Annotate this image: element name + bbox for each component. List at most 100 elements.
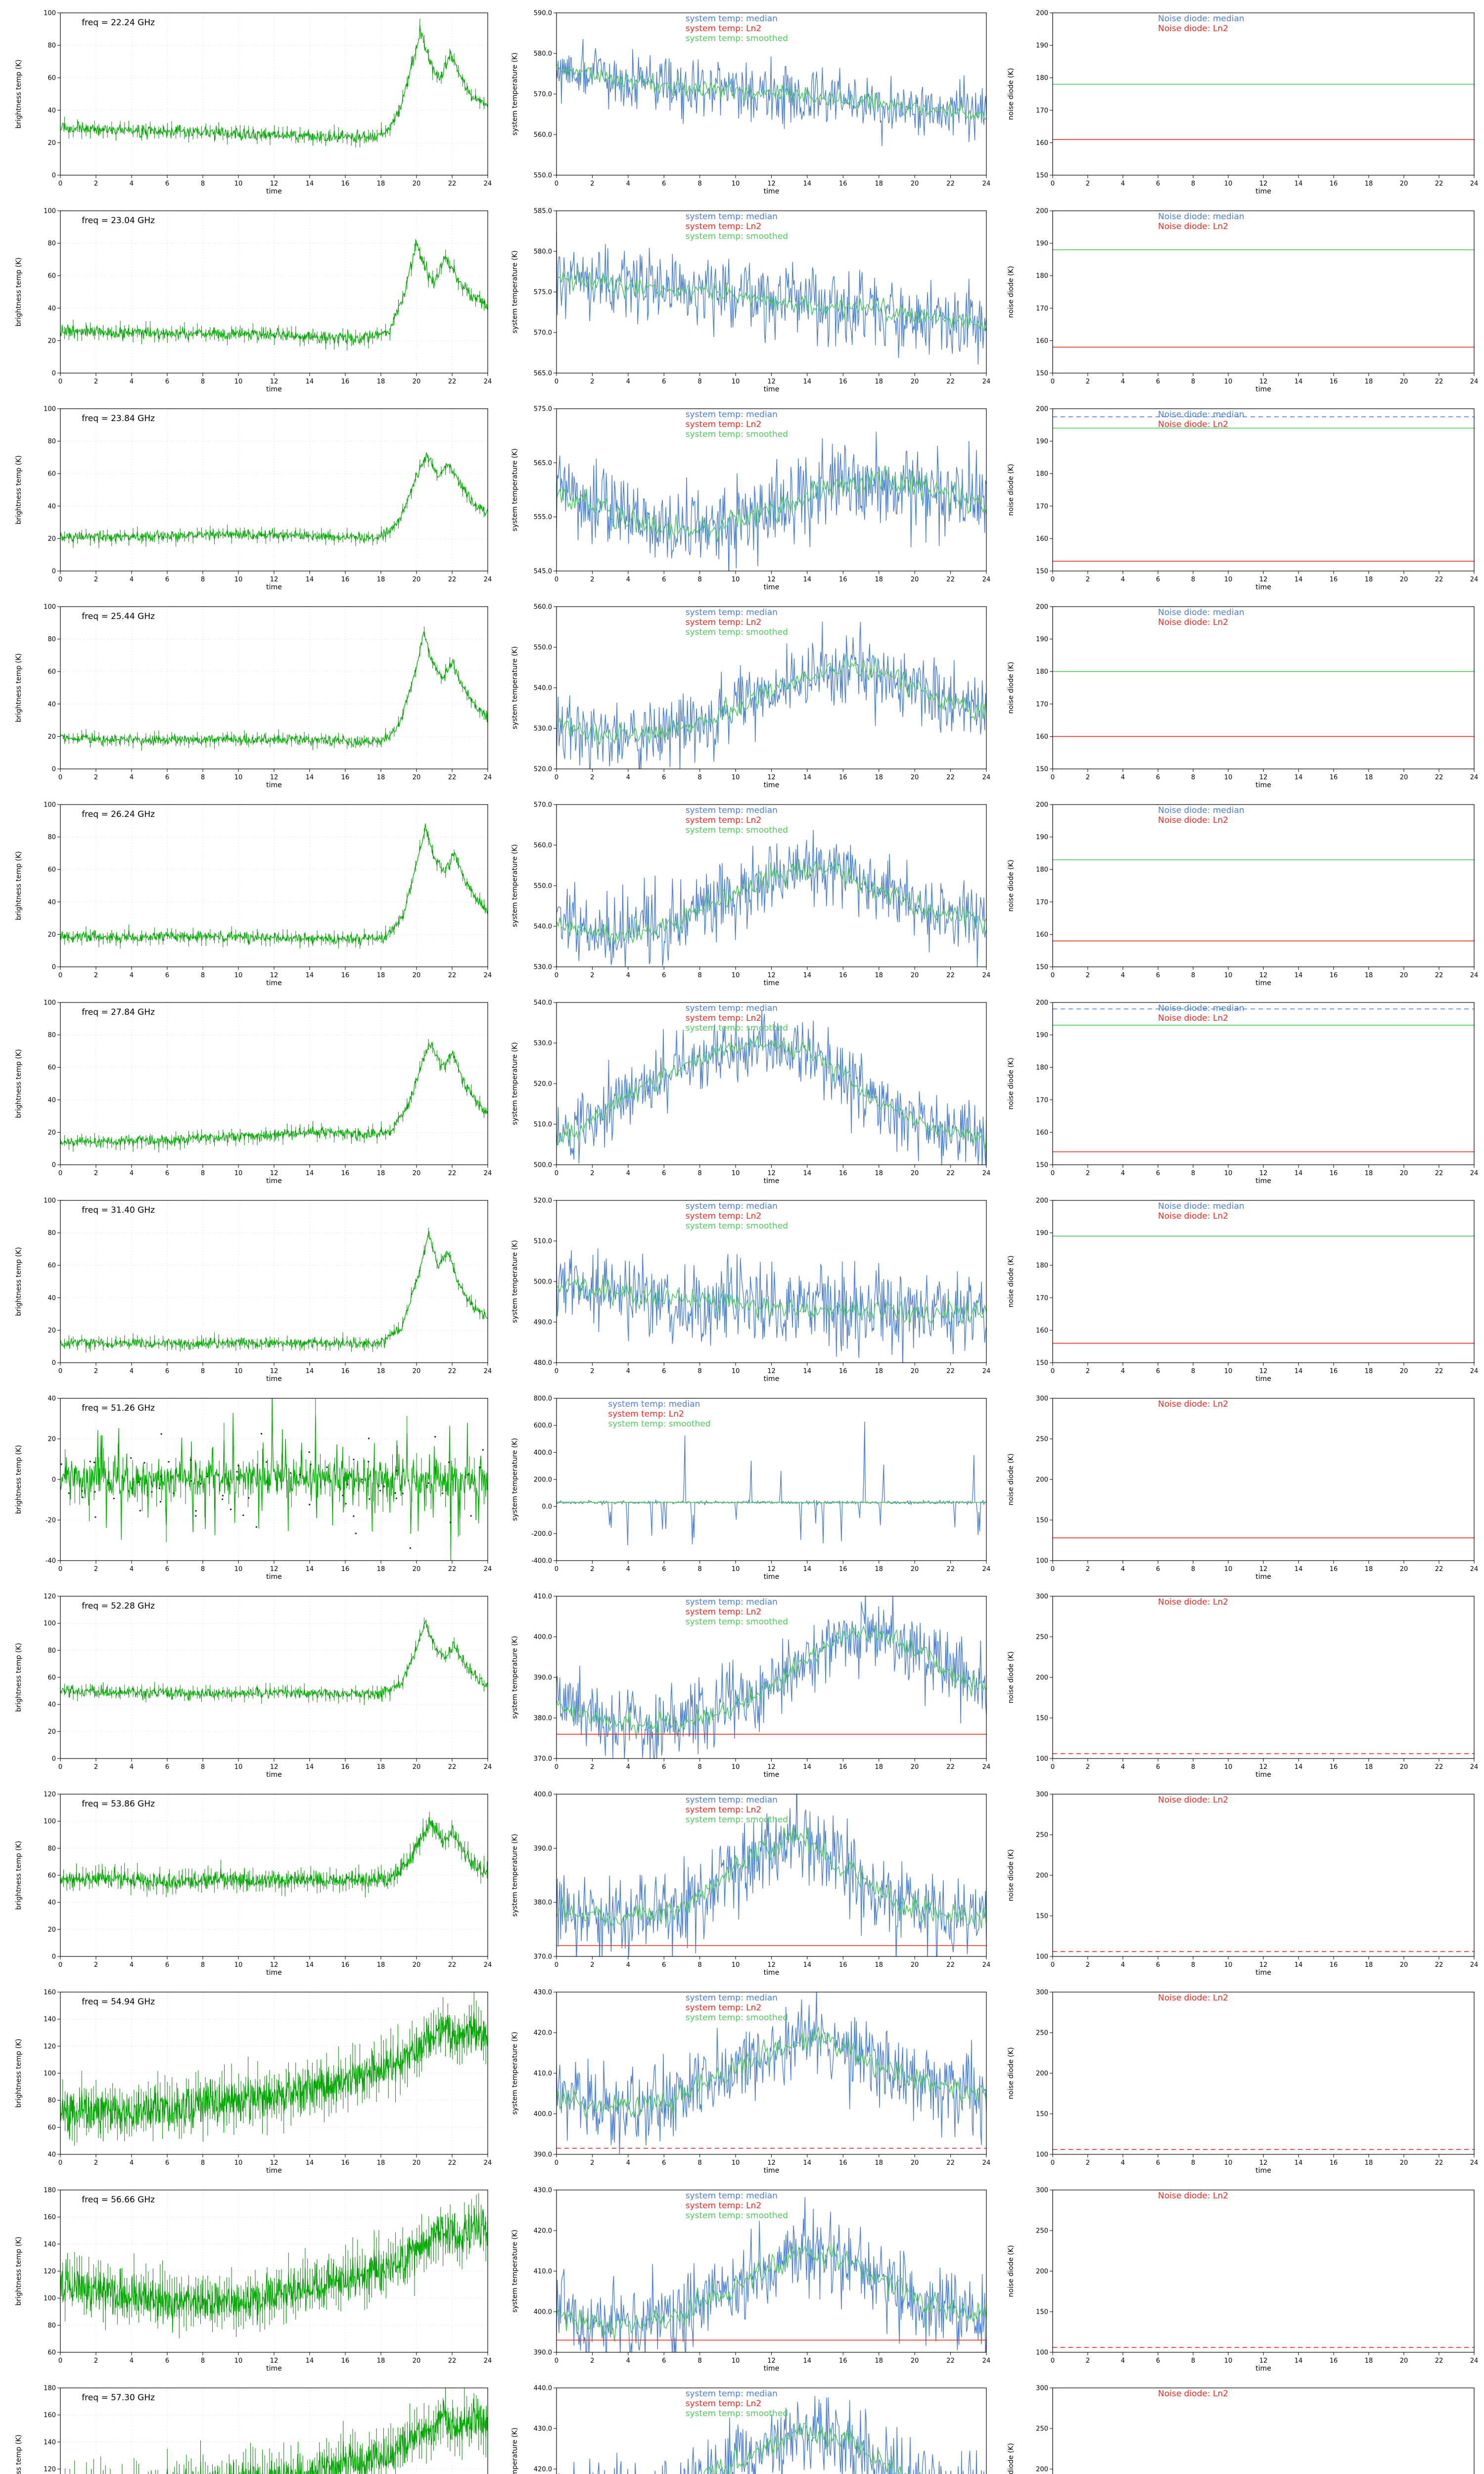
x-tick-label: 18 <box>377 972 385 979</box>
x-tick-label: 8 <box>1191 774 1195 781</box>
x-tick-label: 10 <box>732 1961 740 1969</box>
x-tick-label: 10 <box>234 774 243 781</box>
scatter-dot <box>139 1510 141 1512</box>
x-tick-label: 20 <box>911 1961 919 1969</box>
y-tick-label: 60 <box>47 273 56 280</box>
x-tick-label: 14 <box>803 2357 812 2365</box>
x-axis-label: time <box>266 188 282 195</box>
x-tick-label: 12 <box>1259 378 1268 385</box>
y-tick-label: 140 <box>44 2241 56 2248</box>
x-axis-label: time <box>1255 1969 1271 1977</box>
system-temp-panel: 0 2 4 6 8 10 12 14 16 18 20 22 24565.0570.0575.0580.… <box>495 198 994 396</box>
y-tick-label: 410.0 <box>534 2070 552 2078</box>
y-axis-label: system temperature (K) <box>511 2427 519 2474</box>
series-line <box>556 231 986 365</box>
legend-entry: Noise diode: median <box>1158 806 1245 815</box>
y-tick-label: 150 <box>1036 1715 1048 1722</box>
y-tick-label: 80 <box>47 1032 56 1039</box>
x-tick-label: 2 <box>590 1566 594 1573</box>
x-tick-label: 10 <box>1224 1368 1233 1375</box>
x-tick-label: 12 <box>270 1566 278 1573</box>
series-line <box>556 1422 986 1546</box>
x-tick-label: 16 <box>341 774 350 781</box>
y-tick-label: 200 <box>1036 406 1048 413</box>
freq-label: freq = 51.26 GHz <box>82 1403 155 1413</box>
x-tick-label: 0 <box>58 774 62 781</box>
x-tick-label: 10 <box>1224 2357 1233 2365</box>
x-tick-label: 12 <box>270 1368 278 1375</box>
y-tick-label: 170 <box>1036 1096 1048 1104</box>
x-tick-label: 8 <box>698 1170 702 1177</box>
y-tick-label: 170 <box>1036 107 1048 114</box>
x-tick-label: 20 <box>1400 1170 1408 1177</box>
x-tick-label: 2 <box>1086 1170 1090 1177</box>
y-tick-label: 560.0 <box>534 132 552 139</box>
scatter-dot <box>308 1451 310 1453</box>
y-axis-label: system temperature (K) <box>511 2032 519 2115</box>
x-tick-label: 12 <box>270 1763 278 1771</box>
x-tick-label: 10 <box>732 1170 740 1177</box>
x-tick-label: 6 <box>1156 1961 1160 1969</box>
x-tick-label: 14 <box>306 774 314 781</box>
x-tick-label: 12 <box>767 576 776 583</box>
y-tick-label: 570.0 <box>534 330 552 337</box>
y-tick-label: 200 <box>1036 999 1048 1007</box>
x-tick-label: 22 <box>1435 972 1443 979</box>
y-axis-label: noise diode (K) <box>1007 662 1015 714</box>
x-tick-label: 10 <box>732 576 740 583</box>
y-tick-label: 510.0 <box>534 1238 552 1245</box>
x-tick-label: 4 <box>1121 1368 1125 1375</box>
x-tick-label: 18 <box>1365 972 1373 979</box>
y-axis-label: system temperature (K) <box>511 250 519 333</box>
x-tick-label: 18 <box>377 774 385 781</box>
x-tick-label: 16 <box>839 378 847 385</box>
scatter-dot <box>470 1515 472 1517</box>
x-tick-label: 24 <box>484 1763 492 1771</box>
x-tick-label: 10 <box>234 2159 243 2167</box>
y-tick-label: 100 <box>44 604 56 611</box>
x-tick-label: 20 <box>911 1566 919 1573</box>
legend-entry: Noise diode: Ln2 <box>1158 1399 1228 1409</box>
y-tick-label: -400.0 <box>531 1558 552 1565</box>
x-tick-label: 12 <box>1259 180 1268 188</box>
legend-entry: system temp: median <box>686 410 778 420</box>
y-tick-label: 20 <box>47 1728 56 1736</box>
y-tick-label: 400.0 <box>534 1634 552 1641</box>
legend-entry: system temp: Ln2 <box>686 2399 762 2409</box>
x-tick-label: 20 <box>911 1368 919 1375</box>
brightness-temp-panel: 0 2 4 6 8 10 12 14 16 18 20 22 24020406080100120time… <box>0 1583 495 1781</box>
x-tick-label: 8 <box>201 774 205 781</box>
x-tick-label: 20 <box>1400 1763 1408 1771</box>
y-tick-label: 200 <box>1036 1197 1048 1205</box>
plot-border <box>60 210 488 374</box>
y-tick-label: 180 <box>1036 273 1048 280</box>
x-tick-label: 4 <box>130 180 134 188</box>
y-tick-label: 190 <box>1036 1230 1048 1237</box>
scatter-dot <box>230 1508 232 1510</box>
y-tick-label: 140 <box>44 2439 56 2446</box>
x-tick-label: 4 <box>1121 1566 1125 1573</box>
scatter-dot <box>189 1459 191 1461</box>
x-tick-label: 18 <box>875 972 883 979</box>
legend-entry: Noise diode: Ln2 <box>1158 1013 1228 1023</box>
x-tick-label: 0 <box>58 972 62 979</box>
x-tick-label: 12 <box>1259 576 1268 583</box>
y-tick-label: 520.0 <box>534 766 552 773</box>
x-tick-label: 2 <box>94 1170 98 1177</box>
x-tick-label: 4 <box>130 1566 134 1573</box>
y-tick-label: 200 <box>1036 604 1048 611</box>
x-tick-label: 6 <box>1156 378 1160 385</box>
x-tick-label: 18 <box>875 774 883 781</box>
freq-label: freq = 31.40 GHz <box>82 1205 155 1215</box>
series-line <box>556 1992 986 2154</box>
y-tick-label: 565.0 <box>534 370 552 378</box>
x-tick-label: 18 <box>875 1368 883 1375</box>
x-tick-label: 6 <box>1156 2159 1160 2167</box>
x-tick-label: 14 <box>1295 774 1303 781</box>
scatter-dot <box>94 1491 96 1493</box>
x-tick-label: 12 <box>767 2159 776 2167</box>
x-axis-label: time <box>764 583 780 591</box>
x-axis-label: time <box>764 979 780 987</box>
x-axis-label: time <box>1255 979 1271 987</box>
x-tick-label: 12 <box>767 1368 776 1375</box>
